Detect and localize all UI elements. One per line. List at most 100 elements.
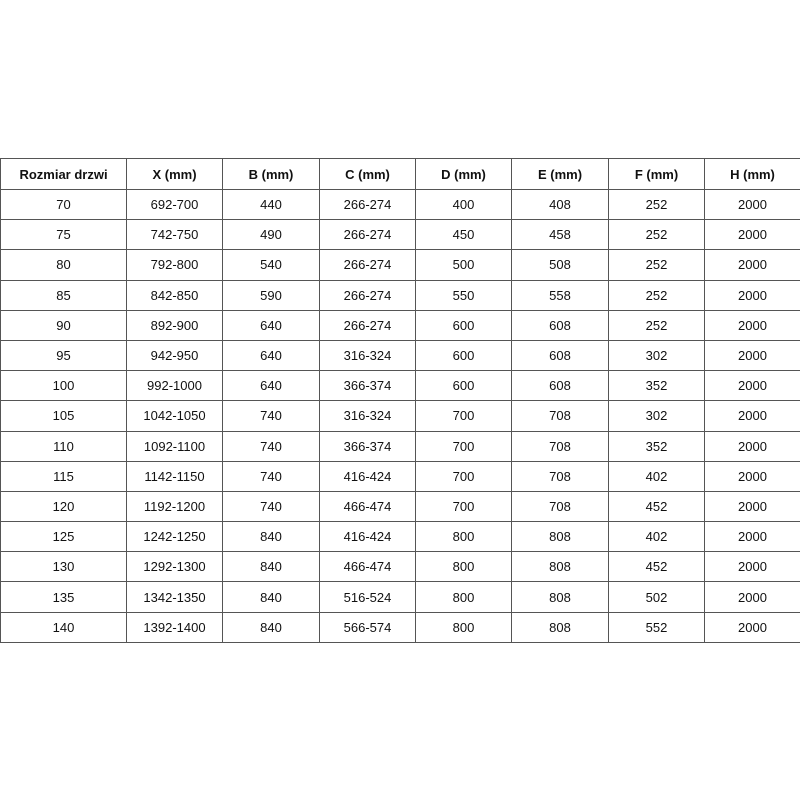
- table-cell: 352: [608, 370, 705, 402]
- table-cell: 252: [608, 309, 705, 341]
- table-cell: 466-474: [319, 551, 416, 583]
- table-cell: 110: [0, 430, 127, 462]
- table-cell: 640: [222, 339, 320, 372]
- table-cell: 366-374: [319, 370, 416, 402]
- table-cell: 740: [222, 430, 320, 462]
- table-cell: 708: [511, 490, 609, 523]
- table-cell: 700: [415, 490, 512, 523]
- table-cell: 700: [415, 400, 512, 432]
- table-cell: 125: [0, 521, 127, 553]
- table-cell: 416-424: [319, 521, 416, 553]
- table-cell: 302: [608, 339, 705, 372]
- table-cell: 600: [415, 309, 512, 341]
- table-cell: 416-424: [319, 460, 416, 492]
- table-cell: 2000: [704, 581, 800, 613]
- table-cell: 808: [511, 581, 609, 613]
- table-cell: 90: [0, 309, 127, 341]
- table-cell: 708: [511, 430, 609, 462]
- table-cell: 942-950: [126, 339, 223, 372]
- table-row: 100 992-1000 640 366-374 600 608 352 2000: [0, 370, 800, 402]
- table-cell: 252: [608, 219, 705, 251]
- table-cell: 85: [0, 279, 127, 311]
- table-cell: 840: [222, 611, 320, 643]
- header-cell: Rozmiar drzwi: [0, 158, 127, 190]
- table-cell: 508: [511, 249, 609, 281]
- table-cell: 800: [415, 611, 512, 643]
- table-cell: 608: [511, 370, 609, 402]
- table-cell: 70: [0, 188, 127, 221]
- table-cell: 708: [511, 400, 609, 432]
- table-cell: 252: [608, 188, 705, 221]
- table-row: 125 1242-1250 840 416-424 800 808 402 2000: [0, 521, 800, 553]
- table-cell: 490: [222, 219, 320, 251]
- table-cell: 1392-1400: [126, 611, 223, 643]
- table-cell: 566-574: [319, 611, 416, 643]
- size-table: Rozmiar drzwi X (mm) B (mm) C (mm) D (mm) E (…: [0, 158, 800, 643]
- table-cell: 2000: [704, 339, 800, 372]
- table-cell: 1092-1100: [126, 430, 223, 462]
- table-row: 135 1342-1350 840 516-524 800 808 502 2000: [0, 581, 800, 613]
- table-row: 115 1142-1150 740 416-424 700 708 402 2000: [0, 460, 800, 492]
- table-cell: 740: [222, 400, 320, 432]
- table-cell: 75: [0, 219, 127, 251]
- table-cell: 450: [415, 219, 512, 251]
- table-cell: 608: [511, 339, 609, 372]
- table-cell: 402: [608, 521, 705, 553]
- table-cell: 402: [608, 460, 705, 492]
- table-cell: 692-700: [126, 188, 223, 221]
- header-cell: D (mm): [415, 158, 512, 190]
- table-cell: 808: [511, 611, 609, 643]
- table-cell: 458: [511, 219, 609, 251]
- header-cell: E (mm): [511, 158, 609, 190]
- table-cell: 316-324: [319, 339, 416, 372]
- table-cell: 2000: [704, 400, 800, 432]
- header-cell: F (mm): [608, 158, 705, 190]
- table-cell: 608: [511, 309, 609, 341]
- table-cell: 2000: [704, 460, 800, 492]
- table-cell: 516-524: [319, 581, 416, 613]
- table-cell: 2000: [704, 309, 800, 341]
- table-row: 140 1392-1400 840 566-574 800 808 552 2000: [0, 611, 800, 643]
- table-body: 70 692-700 440 266-274 400 408 252 2000 75 742-75…: [0, 188, 800, 643]
- table-cell: 100: [0, 370, 127, 402]
- table-cell: 1042-1050: [126, 400, 223, 432]
- table-cell: 408: [511, 188, 609, 221]
- table-cell: 992-1000: [126, 370, 223, 402]
- table-cell: 800: [415, 551, 512, 583]
- table-cell: 740: [222, 490, 320, 523]
- table-cell: 105: [0, 400, 127, 432]
- table-cell: 2000: [704, 188, 800, 221]
- table-cell: 120: [0, 490, 127, 523]
- table-cell: 840: [222, 551, 320, 583]
- table-cell: 1142-1150: [126, 460, 223, 492]
- header-cell: C (mm): [319, 158, 416, 190]
- table-cell: 640: [222, 309, 320, 341]
- table-row: 120 1192-1200 740 466-474 700 708 452 2000: [0, 490, 800, 523]
- table-cell: 140: [0, 611, 127, 643]
- header-cell: X (mm): [126, 158, 223, 190]
- table-header: Rozmiar drzwi X (mm) B (mm) C (mm) D (mm) E (…: [0, 158, 800, 190]
- table-cell: 600: [415, 370, 512, 402]
- table-cell: 550: [415, 279, 512, 311]
- table-row: 110 1092-1100 740 366-374 700 708 352 2000: [0, 430, 800, 462]
- table-cell: 590: [222, 279, 320, 311]
- table-cell: 708: [511, 460, 609, 492]
- table-cell: 500: [415, 249, 512, 281]
- table-cell: 552: [608, 611, 705, 643]
- table-cell: 2000: [704, 490, 800, 523]
- table-cell: 1192-1200: [126, 490, 223, 523]
- table-cell: 840: [222, 581, 320, 613]
- table-cell: 808: [511, 521, 609, 553]
- table-row: 105 1042-1050 740 316-324 700 708 302 2000: [0, 400, 800, 432]
- table-cell: 400: [415, 188, 512, 221]
- table-row: 70 692-700 440 266-274 400 408 252 2000: [0, 188, 800, 221]
- table-row: 90 892-900 640 266-274 600 608 252 2000: [0, 309, 800, 341]
- table-row: 85 842-850 590 266-274 550 558 252 2000: [0, 279, 800, 311]
- table-cell: 466-474: [319, 490, 416, 523]
- table-cell: 740: [222, 460, 320, 492]
- table-cell: 452: [608, 551, 705, 583]
- table-row: 95 942-950 640 316-324 600 608 302 2000: [0, 339, 800, 372]
- table-cell: 2000: [704, 521, 800, 553]
- table-cell: 95: [0, 339, 127, 372]
- table-cell: 2000: [704, 219, 800, 251]
